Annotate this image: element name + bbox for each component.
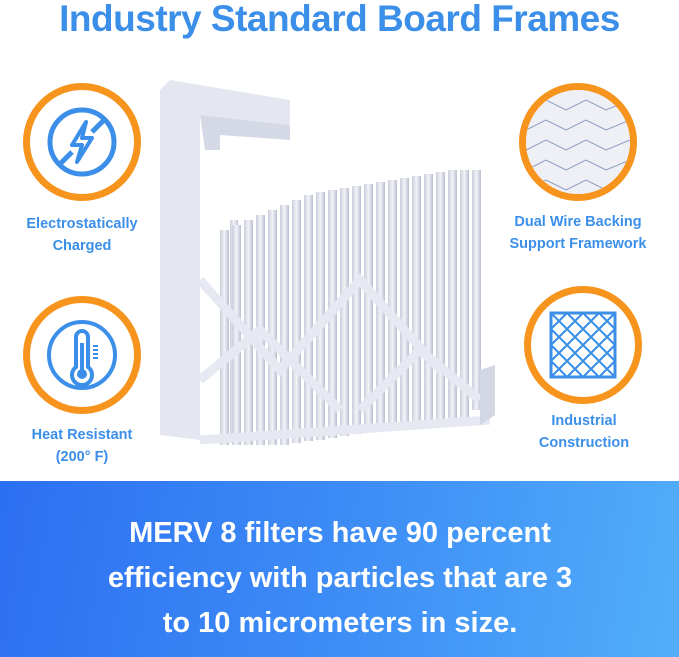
banner-line: MERV 8 filters have 90 percent	[129, 517, 551, 549]
label-line: (200° F)	[55, 449, 109, 465]
banner-text: MERV 8 filters have 90 percent efficienc…	[60, 511, 620, 646]
heat-badge	[23, 296, 141, 414]
label-line: Support Framework	[509, 236, 647, 252]
air-filter-illustration	[160, 80, 495, 445]
label-line: Charged	[52, 238, 112, 254]
wire-mesh-photo	[526, 90, 630, 194]
feature-label-electrostatic: Electrostatically Charged	[0, 213, 172, 257]
feature-label-heat: Heat Resistant (200° F)	[0, 424, 172, 468]
pleats	[220, 170, 481, 445]
electrostatic-badge	[23, 83, 141, 201]
label-line: Dual Wire Backing	[514, 214, 642, 230]
label-line: Heat Resistant	[31, 427, 133, 443]
lightning-slash-icon	[47, 107, 117, 177]
label-line: Electrostatically	[26, 216, 138, 232]
feature-label-construction: Industrial Construction	[494, 410, 674, 454]
banner-line: to 10 micrometers in size.	[162, 607, 518, 639]
page-title: Industry Standard Board Frames	[59, 0, 620, 39]
feature-label-wire: Dual Wire Backing Support Framework	[488, 211, 668, 255]
label-line: Construction	[538, 435, 630, 451]
label-line: Industrial	[551, 413, 617, 429]
wire-backing-badge	[519, 83, 637, 201]
thermometer-icon	[47, 320, 117, 390]
info-banner: MERV 8 filters have 90 percent efficienc…	[0, 481, 679, 657]
construction-badge	[524, 286, 642, 404]
grid-square-icon	[549, 311, 617, 379]
banner-line: efficiency with particles that are 3	[107, 562, 573, 594]
